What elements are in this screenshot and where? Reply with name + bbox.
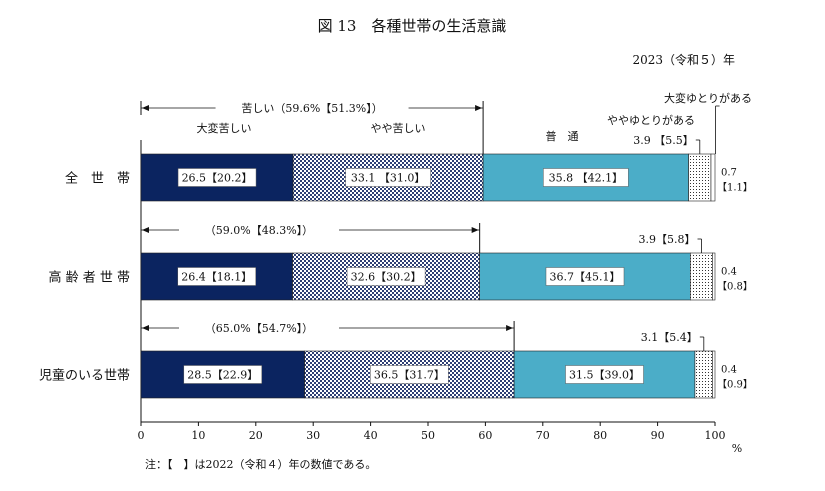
chart-title: 図 13 各種世帯の生活意識 [318, 17, 507, 35]
x-tick-label: 80 [593, 429, 607, 442]
x-tick-label: 50 [421, 429, 435, 442]
legend-label-somewhat-hard: やや苦しい [371, 122, 426, 135]
bracket-arrowhead-left [142, 325, 149, 331]
data-label: 36.5【31.7】 [374, 369, 445, 382]
x-tick-label: 90 [651, 429, 665, 442]
data-label-somewhat-comfortable: 3.9 【5.5】 [633, 134, 693, 147]
bar-segment-somewhat-comfortable [690, 252, 714, 301]
bracket-arrowhead-right [471, 227, 479, 233]
legend-label-very-comfortable: 大変ゆとりがある [664, 91, 752, 105]
bracket-arrowhead-left [142, 227, 149, 233]
bar-segment-very-comfortable [712, 350, 716, 399]
row-label: 児童のいる世帯 [39, 368, 130, 384]
data-label-box [346, 267, 426, 286]
data-label-very-comfortable: 【0.9】 [717, 379, 753, 391]
bracket-label-bg [215, 100, 409, 116]
x-tick-label: 100 [705, 429, 726, 442]
data-label: 26.5【20.2】 [182, 172, 253, 185]
bracket-label: （59.0%【48.3%】） [205, 224, 313, 237]
data-label-box [177, 168, 257, 187]
bracket-arrowhead-right [475, 105, 483, 111]
data-label-box [545, 267, 625, 286]
bracket-label: 苦しい（59.6%【51.3%】） [241, 102, 382, 115]
x-tick-label: 10 [191, 429, 205, 442]
x-axis-unit: % [732, 442, 742, 455]
bar-segment-very-comfortable [710, 153, 716, 202]
bracket-label-bg [179, 222, 339, 238]
bracket-arrowhead-left [142, 105, 149, 111]
data-label: 26.4【18.1】 [181, 271, 252, 284]
x-tick-label: 0 [138, 429, 145, 442]
data-label: 35.8 【42.1】 [549, 172, 623, 185]
data-label: 31.5【39.0】 [569, 369, 640, 382]
data-label-very-comfortable: 0.4 [721, 365, 737, 376]
data-label-somewhat-comfortable: 3.9【5.8】 [639, 233, 696, 246]
bracket-arrowhead-right [506, 325, 514, 331]
x-tick-label: 70 [536, 429, 550, 442]
legend-label-normal: 普 通 [546, 129, 579, 143]
bracket-label: （65.0%【54.7%】） [205, 322, 313, 335]
bracket-label-bg [179, 320, 339, 336]
data-label-box [177, 267, 257, 286]
chart-year: 2023（令和５）年 [632, 52, 735, 67]
legend-label-very-hard: 大変苦しい [197, 121, 252, 135]
data-label-very-comfortable: 【0.8】 [717, 281, 753, 293]
data-label-very-comfortable: 【1.1】 [717, 182, 753, 194]
bar-segment-somewhat-comfortable [694, 350, 714, 399]
x-tick-label: 30 [306, 429, 320, 442]
x-tick-label: 60 [478, 429, 492, 442]
x-tick-label: 20 [249, 429, 263, 442]
data-label-box [370, 365, 449, 384]
data-label-box [345, 168, 431, 187]
x-tick-label: 40 [364, 429, 378, 442]
bar-segment-somewhat-comfortable [688, 153, 712, 202]
data-label: 33.1 【31.0】 [351, 172, 425, 185]
row-label: 高 齢 者 世 帯 [48, 270, 130, 286]
data-label-box [565, 365, 644, 384]
row-label: 全 世 帯 [65, 171, 130, 187]
data-label-box [183, 365, 263, 384]
data-label-somewhat-comfortable: 3.1【5.4】 [641, 331, 698, 344]
chart-note: 注：【 】は2022（令和４）年の数値である。 [145, 457, 376, 471]
data-label-box [543, 168, 629, 187]
data-label: 32.6【30.2】 [351, 271, 422, 284]
data-label: 28.5【22.9】 [187, 369, 258, 382]
bar-segment-very-comfortable [712, 252, 716, 301]
data-label: 36.7【45.1】 [549, 271, 620, 284]
data-label-very-comfortable: 0.7 [721, 168, 737, 179]
legend-label-somewhat-comfortable: ややゆとりがある [607, 113, 695, 127]
data-label-very-comfortable: 0.4 [721, 267, 737, 278]
